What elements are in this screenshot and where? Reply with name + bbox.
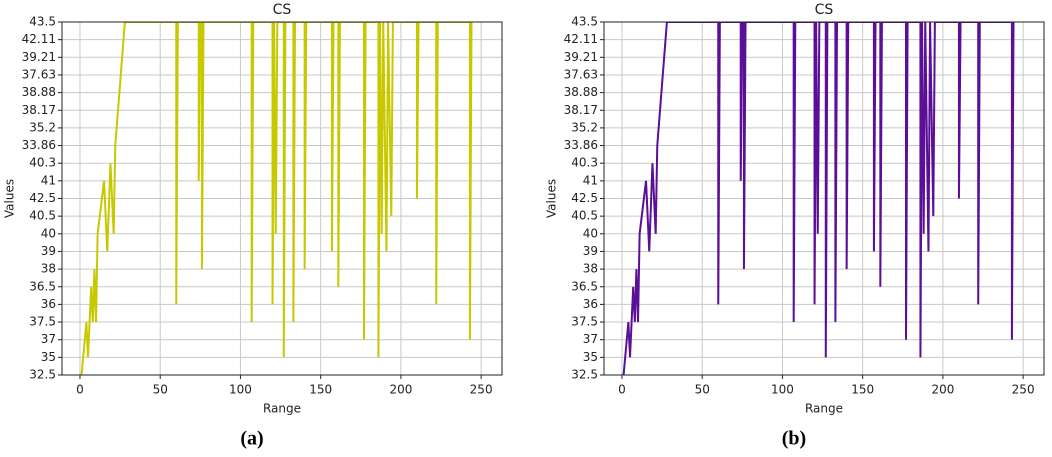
y-tick-label: 40 bbox=[41, 226, 56, 240]
y-tick-label: 38 bbox=[41, 262, 56, 276]
y-tick-label: 42.5 bbox=[571, 191, 598, 205]
y-tick-label: 35 bbox=[583, 350, 598, 364]
y-tick-label: 38 bbox=[583, 262, 598, 276]
y-tick-label: 42.11 bbox=[22, 32, 56, 46]
y-tick-label: 40.3 bbox=[29, 156, 56, 170]
y-tick-label: 39 bbox=[583, 244, 598, 258]
y-tick-label: 40.5 bbox=[29, 209, 56, 223]
y-tick-label: 37.63 bbox=[564, 67, 598, 81]
chart-title: CS bbox=[273, 2, 292, 18]
y-tick-label: 39.21 bbox=[22, 50, 56, 64]
x-tick-label: 0 bbox=[618, 383, 626, 397]
y-tick-label: 38.88 bbox=[22, 85, 56, 99]
caption: (a) bbox=[240, 428, 263, 450]
y-tick-label: 36 bbox=[41, 297, 56, 311]
y-tick-label: 37.5 bbox=[571, 315, 598, 329]
plot-frame bbox=[61, 21, 503, 376]
x-tick-label: 50 bbox=[695, 383, 710, 397]
x-tick-label: 250 bbox=[470, 383, 493, 397]
x-tick-label: 150 bbox=[851, 383, 874, 397]
y-tick-label: 43.5 bbox=[571, 15, 598, 29]
data-line bbox=[622, 22, 1015, 375]
y-tick-label: 39.21 bbox=[564, 50, 598, 64]
y-tick-label: 43.5 bbox=[29, 15, 56, 29]
chart-title: CS bbox=[815, 2, 834, 18]
x-axis-label: Range bbox=[805, 402, 843, 416]
y-tick-label: 38.17 bbox=[564, 103, 598, 117]
y-tick-label: 42.5 bbox=[29, 191, 56, 205]
y-tick-label: 39 bbox=[41, 244, 56, 258]
x-axis-label: Range bbox=[263, 402, 301, 416]
y-tick-label: 35.2 bbox=[571, 120, 598, 134]
y-axis-label: Values bbox=[3, 179, 17, 218]
y-tick-label: 32.5 bbox=[571, 368, 598, 382]
y-tick-label: 41 bbox=[583, 173, 598, 187]
y-tick-label: 33.86 bbox=[564, 138, 598, 152]
y-tick-label: 42.11 bbox=[564, 32, 598, 46]
y-tick-label: 33.86 bbox=[22, 138, 56, 152]
x-tick-label: 100 bbox=[771, 383, 794, 397]
y-tick-label: 40.5 bbox=[571, 209, 598, 223]
y-tick-label: 36 bbox=[583, 297, 598, 311]
y-tick-label: 40.3 bbox=[571, 156, 598, 170]
y-tick-label: 36.5 bbox=[571, 279, 598, 293]
x-tick-label: 50 bbox=[153, 383, 168, 397]
y-tick-label: 41 bbox=[41, 173, 56, 187]
y-tick-label: 38.17 bbox=[22, 103, 56, 117]
y-tick-label: 36.5 bbox=[29, 279, 56, 293]
x-tick-label: 100 bbox=[229, 383, 252, 397]
caption: (b) bbox=[782, 428, 806, 450]
x-tick-label: 250 bbox=[1012, 383, 1035, 397]
x-tick-label: 200 bbox=[389, 383, 412, 397]
data-line bbox=[80, 22, 473, 375]
plot-frame bbox=[603, 21, 1045, 376]
y-tick-label: 37.5 bbox=[29, 315, 56, 329]
y-tick-label: 38.88 bbox=[564, 85, 598, 99]
x-tick-label: 0 bbox=[76, 383, 84, 397]
x-tick-label: 150 bbox=[309, 383, 332, 397]
y-tick-label: 37 bbox=[41, 332, 56, 346]
y-tick-label: 35 bbox=[41, 350, 56, 364]
y-tick-label: 32.5 bbox=[29, 368, 56, 382]
y-tick-label: 37.63 bbox=[22, 67, 56, 81]
x-tick-label: 200 bbox=[931, 383, 954, 397]
y-tick-label: 40 bbox=[583, 226, 598, 240]
y-tick-label: 37 bbox=[583, 332, 598, 346]
y-axis-label: Values bbox=[545, 179, 559, 218]
y-tick-label: 35.2 bbox=[29, 120, 56, 134]
